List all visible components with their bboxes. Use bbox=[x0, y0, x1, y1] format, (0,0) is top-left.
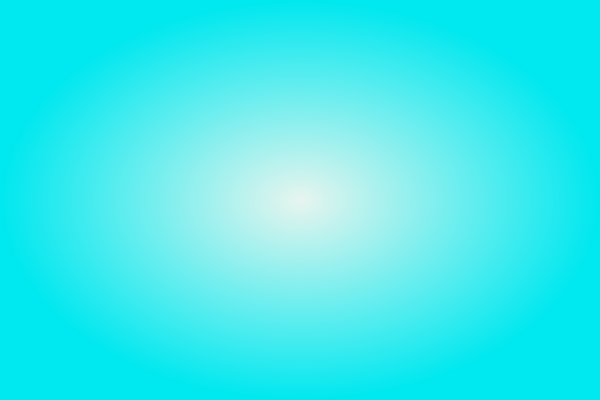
Text: @  City-Data.com: @ City-Data.com bbox=[352, 68, 456, 81]
Text: Assaults (38.9%): Assaults (38.9%) bbox=[352, 186, 505, 200]
Wedge shape bbox=[191, 181, 295, 286]
Text: Rapes (5.6%): Rapes (5.6%) bbox=[334, 314, 478, 328]
Wedge shape bbox=[193, 52, 295, 208]
Wedge shape bbox=[205, 208, 330, 365]
Title: Crimes by type - 2018: Crimes by type - 2018 bbox=[162, 4, 438, 24]
Text: Thefts (22.2%): Thefts (22.2%) bbox=[230, 344, 322, 379]
Text: Burglaries (11.1%): Burglaries (11.1%) bbox=[74, 236, 238, 255]
Text: Auto thefts (22.2%): Auto thefts (22.2%) bbox=[87, 105, 266, 118]
Wedge shape bbox=[295, 52, 399, 328]
Wedge shape bbox=[295, 208, 362, 355]
